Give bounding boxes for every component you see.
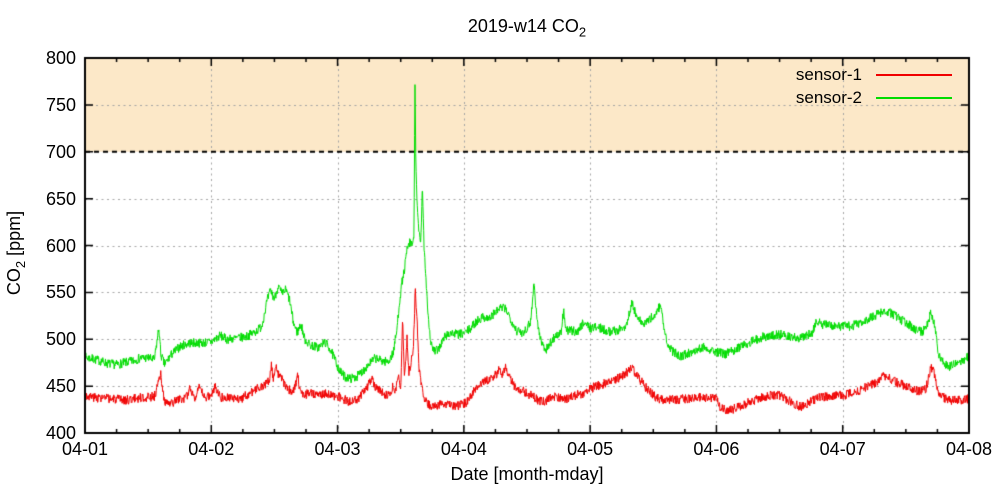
x-tick-label: 04-04 xyxy=(440,439,487,459)
y-tick-label: 650 xyxy=(45,188,76,209)
y-tick-label: 750 xyxy=(45,94,76,115)
legend: sensor-1 sensor-2 xyxy=(796,63,952,109)
y-tick-label: 400 xyxy=(45,423,76,443)
legend-line-sample-sensor-2 xyxy=(876,96,952,99)
x-tick-label: 04-05 xyxy=(567,439,614,459)
x-tick-label: 04-06 xyxy=(693,439,740,459)
chart-title-text: 2019-w14 CO xyxy=(467,16,579,36)
x-tick-label: 04-02 xyxy=(188,439,235,459)
y-tick-label: 550 xyxy=(45,282,76,303)
chart-title-subscript: 2 xyxy=(578,24,587,40)
x-axis-label: Date [month-mday] xyxy=(450,464,604,484)
legend-entry-sensor-2: sensor-2 xyxy=(796,86,952,109)
y-tick-label: 800 xyxy=(45,48,76,68)
y-tick-label: 450 xyxy=(45,376,76,397)
x-tick-label: 04-08 xyxy=(945,439,993,459)
y-tick-label: 500 xyxy=(45,329,76,350)
legend-label-sensor-2: sensor-2 xyxy=(795,87,862,107)
legend-entry-sensor-1: sensor-1 xyxy=(796,63,952,86)
legend-label-sensor-1: sensor-1 xyxy=(795,64,862,84)
x-tick-label: 04-03 xyxy=(314,439,361,459)
legend-line-sample-sensor-1 xyxy=(876,73,952,76)
x-tick-label: 04-01 xyxy=(61,439,109,459)
y-tick-label: 600 xyxy=(45,235,76,256)
x-tick-label: 04-07 xyxy=(819,439,866,459)
chart-title: 2019-w14 CO2 xyxy=(85,16,969,40)
y-axis-label-subscript: 2 xyxy=(12,260,28,269)
y-tick-label: 700 xyxy=(45,141,76,162)
